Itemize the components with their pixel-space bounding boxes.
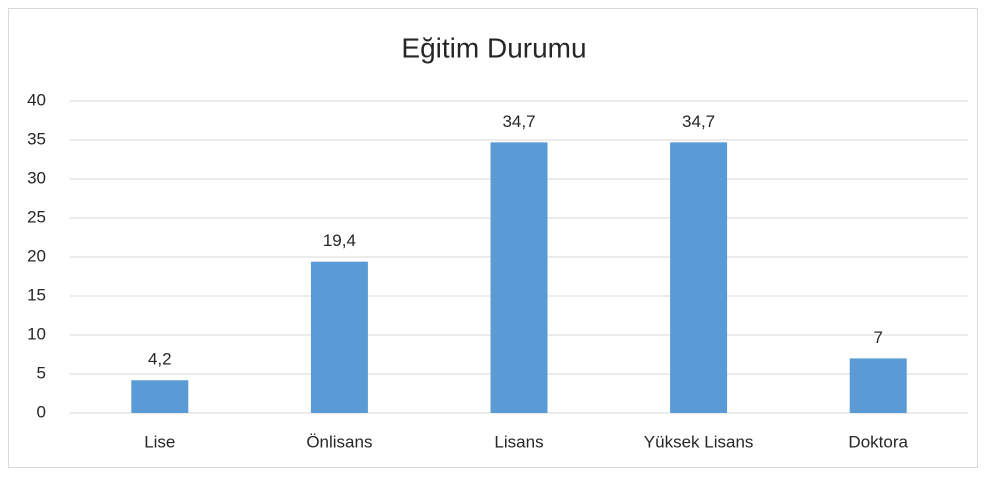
bar	[490, 142, 548, 413]
data-label: 19,4	[323, 231, 356, 250]
y-tick-label: 40	[27, 90, 46, 109]
bar	[310, 261, 368, 413]
y-tick-label: 0	[37, 402, 46, 421]
data-label: 7	[873, 328, 882, 347]
x-tick-label: Lisans	[494, 432, 543, 451]
x-tick-label: Lise	[144, 432, 175, 451]
y-tick-label: 30	[27, 168, 46, 187]
x-tick-label: Önlisans	[306, 432, 372, 451]
bar	[131, 380, 189, 413]
y-tick-label: 25	[27, 207, 46, 226]
x-tick-label: Yüksek Lisans	[644, 432, 754, 451]
y-tick-label: 5	[37, 363, 46, 382]
y-tick-label: 15	[27, 285, 46, 304]
y-tick-label: 20	[27, 246, 46, 265]
data-label: 4,2	[148, 350, 172, 369]
x-tick-label: Doktora	[848, 432, 908, 451]
bar	[849, 358, 907, 413]
data-label: 34,7	[502, 112, 535, 131]
data-label: 34,7	[682, 112, 715, 131]
y-tick-label: 35	[27, 129, 46, 148]
y-tick-label: 10	[27, 324, 46, 343]
chart-title: Eğitim Durumu	[401, 32, 586, 63]
bar	[670, 142, 728, 413]
